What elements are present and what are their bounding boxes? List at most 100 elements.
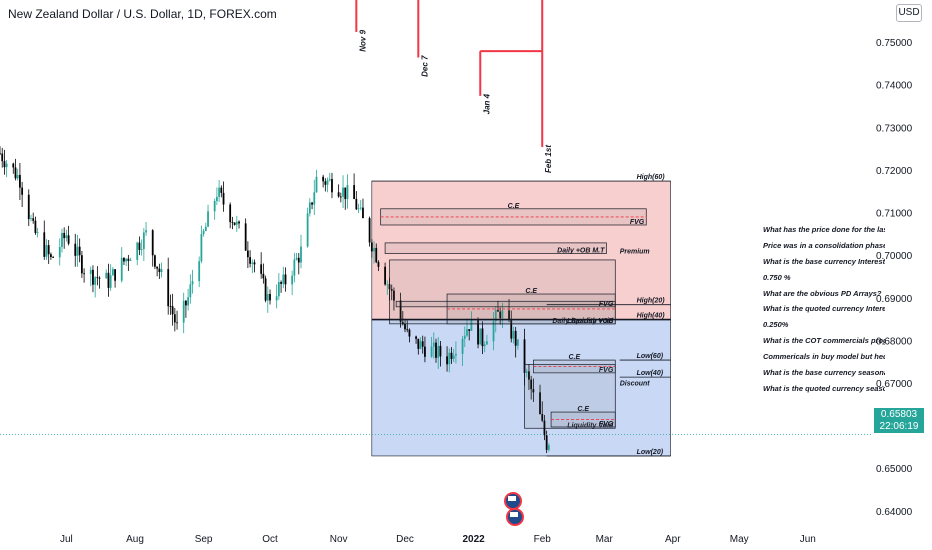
- candle-body: [21, 187, 24, 195]
- time-tick-label: Sep: [195, 534, 213, 545]
- date-marker-label: Jan 4: [482, 93, 491, 114]
- candle-body: [293, 259, 296, 276]
- candle-body: [14, 167, 17, 179]
- price-tick-label: 0.64000: [876, 507, 913, 518]
- price-tick-label: 0.71000: [876, 209, 913, 220]
- candle-body: [249, 257, 251, 264]
- candle-body: [67, 235, 70, 244]
- candle-body: [408, 329, 411, 337]
- time-axis[interactable]: Jul Aug Sep Oct Nov Dec 2022 Feb Mar Apr May Jun: [60, 534, 816, 545]
- candle-body: [16, 174, 19, 179]
- candle-body: [466, 329, 468, 336]
- candle-body: [448, 352, 451, 365]
- candle-body: [238, 221, 240, 224]
- time-tick-label: Jul: [60, 534, 73, 545]
- candle-body: [231, 222, 234, 223]
- candle-body: [235, 221, 238, 225]
- candle-body: [324, 181, 327, 185]
- candle-body: [355, 198, 358, 210]
- candle-body: [36, 232, 39, 234]
- candle-body: [368, 218, 371, 243]
- note-line: What is the quoted currency Interest: [763, 304, 885, 314]
- candle-body: [78, 246, 81, 256]
- candle-body: [547, 445, 550, 450]
- candle-body: [185, 300, 187, 306]
- time-tick-label: Oct: [262, 534, 278, 545]
- candle-body: [47, 245, 50, 255]
- date-markers: Nov 9 Dec 7 Jan 4 Feb 1st: [355, 0, 553, 173]
- time-tick-label: Aug: [126, 534, 144, 545]
- candle-body: [477, 319, 479, 345]
- candle-body: [315, 176, 318, 193]
- level-label: High(40): [637, 313, 666, 320]
- candle-body: [96, 277, 99, 279]
- candle-body: [120, 257, 123, 281]
- candle-body: [189, 284, 192, 298]
- candle-body: [424, 346, 426, 357]
- candle-body: [19, 174, 21, 188]
- candle-body: [125, 258, 128, 262]
- candle-body: [492, 321, 495, 342]
- candle-body: [331, 179, 333, 193]
- candle-body: [308, 202, 311, 214]
- candle-body: [269, 293, 271, 301]
- ce-label: C.E: [508, 203, 520, 210]
- candle-body: [481, 328, 484, 347]
- candle-body: [200, 234, 203, 262]
- candle-body: [497, 309, 499, 312]
- date-marker-label: Nov 9: [358, 29, 367, 51]
- countdown-badge: 22:06:19: [874, 421, 924, 433]
- candle-body: [512, 330, 515, 339]
- candle-body: [439, 345, 442, 357]
- candle-body: [52, 257, 55, 258]
- candle-body: [154, 255, 156, 267]
- candle-body: [450, 352, 453, 359]
- level-label: Low(60): [637, 353, 664, 360]
- candle-body: [43, 232, 46, 257]
- candle-body: [545, 435, 548, 450]
- candle-body: [167, 269, 170, 307]
- candle-body: [432, 342, 435, 347]
- currency-button[interactable]: USD: [896, 4, 922, 22]
- candle-body: [313, 192, 316, 205]
- note-line: 0.750 %: [763, 272, 791, 282]
- candle-body: [233, 222, 236, 225]
- candle-body: [532, 389, 535, 393]
- candle-body: [105, 272, 108, 279]
- candle-body: [111, 269, 114, 276]
- candle-body: [419, 341, 422, 349]
- candle-body: [277, 282, 280, 297]
- candle-body: [530, 379, 533, 390]
- pd-box-label: Daily Bearish +OB: [552, 318, 613, 325]
- time-tick-label: 2022: [462, 534, 485, 545]
- candle-body: [516, 339, 519, 346]
- candle-body: [138, 242, 141, 250]
- candle-body: [215, 196, 218, 201]
- candle-body: [406, 329, 409, 331]
- candle-body: [510, 319, 513, 339]
- candle-body: [0, 153, 1, 155]
- candle-body: [207, 211, 209, 227]
- ce-label: C.E: [577, 406, 589, 413]
- ce-label: C.E: [568, 354, 580, 361]
- note-line: Price was in a consolidation phase a: [763, 240, 885, 250]
- price-tick-label: 0.67000: [876, 379, 913, 390]
- candle-body: [266, 293, 269, 301]
- nz-flag-event-icon[interactable]: [506, 508, 524, 526]
- candle-body: [377, 262, 380, 267]
- candle-body: [12, 163, 15, 168]
- candle-body: [470, 319, 473, 331]
- candle-body: [370, 242, 373, 252]
- time-tick-label: Feb: [534, 534, 552, 545]
- candle-body: [322, 176, 325, 182]
- candle-body: [98, 277, 101, 279]
- candle-body: [244, 223, 247, 251]
- candle-body: [27, 194, 30, 220]
- candle-body: [404, 324, 406, 330]
- candle-body: [171, 306, 174, 315]
- date-marker-label: Dec 7: [420, 55, 429, 77]
- pd-box-label: Daily +OB M.T: [557, 248, 605, 255]
- candle-body: [92, 269, 94, 285]
- candle-body: [262, 273, 265, 279]
